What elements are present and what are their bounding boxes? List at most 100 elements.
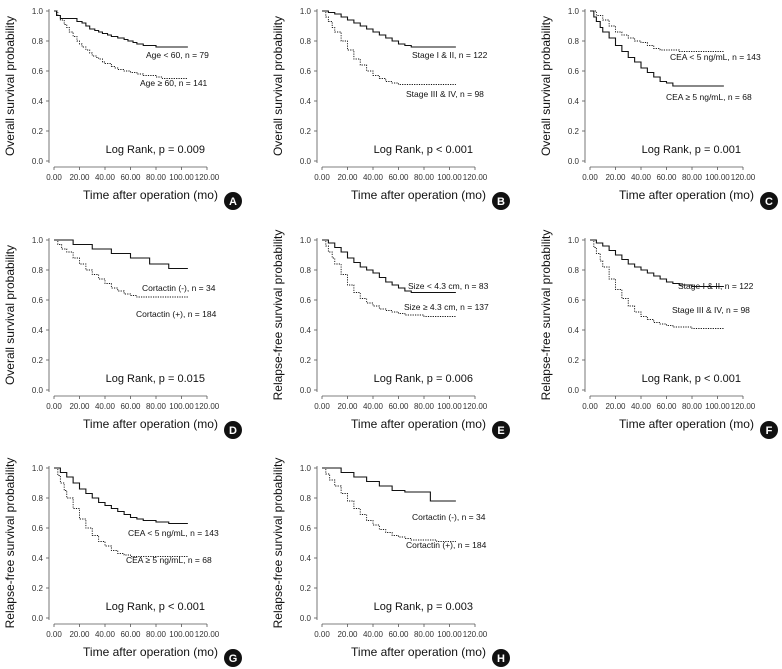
y-tick-label: 0.6 [32,67,44,76]
x-tick-label: 80.00 [146,173,167,182]
x-tick-label: 20.00 [337,173,358,182]
series-line-2 [54,467,188,557]
y-tick-label: 0.2 [568,356,580,365]
log-rank-annotation: Log Rank, p = 0.009 [106,144,205,156]
legend-label-2: Size ≥ 4.3 cm, n = 137 [404,302,489,312]
x-tick-label: 60.00 [388,630,409,639]
y-axis-title: Overall survival probability [539,16,553,156]
panel-badge-letter: F [766,425,773,437]
x-axis-title: Time after operation (mo) [351,645,486,659]
y-tick-label: 1.0 [300,7,312,16]
panel-D: 0.0 0.2 0.4 0.6 0.8 1.0 0.00 20.00 40.00 60.00 80.… [3,236,242,439]
x-axis-title: Time after operation (mo) [619,188,754,202]
x-tick-label: 120.00 [731,402,756,411]
panel-badge-letter: B [497,196,505,208]
panel-badge-letter: H [497,653,505,665]
y-tick-label: 0.4 [568,97,580,106]
legend-label-1: Stage I & II, n = 122 [678,281,754,291]
y-axis-title: Relapse-free survival probability [539,230,553,401]
x-tick-label: 20.00 [69,173,90,182]
log-rank-annotation: Log Rank, p = 0.015 [106,373,205,385]
y-tick-label: 0.6 [568,67,580,76]
log-rank-annotation: Log Rank, p < 0.001 [642,373,741,385]
x-tick-label: 100.00 [437,402,462,411]
x-axis-title: Time after operation (mo) [83,188,218,202]
y-axis-title: Overall survival probability [3,16,17,156]
x-tick-label: 80.00 [682,402,703,411]
x-tick-label: 80.00 [414,630,435,639]
y-tick-label: 0.2 [300,584,312,593]
y-tick-label: 0.2 [32,356,44,365]
y-tick-label: 1.0 [568,236,580,245]
y-tick-label: 0.4 [568,326,580,335]
legend-label-2: Age ≥ 60, n = 141 [140,78,208,88]
x-tick-label: 120.00 [463,630,488,639]
y-tick-label: 1.0 [568,7,580,16]
x-tick-label: 100.00 [437,630,462,639]
legend-label-2: Cortactin (+), n = 184 [406,540,487,550]
x-tick-label: 120.00 [463,402,488,411]
log-rank-annotation: Log Rank, p < 0.001 [374,144,473,156]
series-line-1 [54,239,188,270]
x-tick-label: 60.00 [388,402,409,411]
y-axis-title: Overall survival probability [271,16,285,156]
legend-label-1: Cortactin (-), n = 34 [142,283,216,293]
y-tick-label: 0.6 [568,296,580,305]
x-tick-label: 60.00 [120,402,141,411]
y-tick-label: 0.8 [568,266,580,275]
legend-label-1: Age < 60, n = 79 [146,50,209,60]
x-tick-label: 100.00 [437,173,462,182]
panel-badge [492,421,510,439]
x-tick-label: 60.00 [120,173,141,182]
panel-badge [224,649,242,667]
y-tick-label: 0.4 [300,97,312,106]
series-line-1 [590,10,724,52]
panel-badge [224,421,242,439]
log-rank-annotation: Log Rank, p = 0.001 [642,144,741,156]
panel-badge [492,192,510,210]
y-tick-label: 0.2 [568,127,580,136]
y-tick-label: 0.0 [300,386,312,395]
x-tick-label: 100.00 [705,173,730,182]
x-axis-title: Time after operation (mo) [351,188,486,202]
x-tick-label: 60.00 [656,402,677,411]
series-line-1 [322,239,456,294]
series-line-2 [322,467,456,542]
legend-label-1: CEA < 5 ng/mL, n = 143 [670,52,761,62]
x-tick-label: 80.00 [682,173,703,182]
y-tick-label: 0.6 [32,296,44,305]
log-rank-annotation: Log Rank, p = 0.006 [374,373,473,385]
x-tick-label: 100.00 [705,402,730,411]
y-tick-label: 1.0 [32,236,44,245]
y-tick-label: 0.2 [32,584,44,593]
x-tick-label: 120.00 [195,630,220,639]
legend-label-2: CEA ≥ 5 ng/mL, n = 68 [666,92,752,102]
series-line-2 [590,239,724,329]
x-tick-label: 40.00 [95,630,116,639]
y-axis-title: Relapse-free survival probability [271,230,285,401]
y-tick-label: 0.6 [300,296,312,305]
y-tick-label: 1.0 [32,464,44,473]
y-tick-label: 0.8 [300,266,312,275]
y-tick-label: 0.0 [32,386,44,395]
panel-badge-letter: G [229,653,238,665]
x-axis-title: Time after operation (mo) [83,417,218,431]
series-line-2 [322,10,456,85]
y-tick-label: 0.0 [32,157,44,166]
y-tick-label: 0.8 [568,37,580,46]
x-tick-label: 20.00 [605,402,626,411]
x-tick-label: 80.00 [414,173,435,182]
series-line-1 [54,467,188,525]
panel-G: 0.0 0.2 0.4 0.6 0.8 1.0 0.00 20.00 40.00 60.00 80.… [3,458,242,667]
y-tick-label: 0.2 [300,127,312,136]
x-tick-label: 60.00 [656,173,677,182]
legend-label-1: Cortactin (-), n = 34 [412,512,486,522]
panel-badge-letter: D [229,425,237,437]
x-tick-label: 60.00 [120,630,141,639]
y-tick-label: 0.6 [300,524,312,533]
x-tick-label: 120.00 [195,173,220,182]
x-tick-label: 120.00 [731,173,756,182]
panel-badge [492,649,510,667]
legend-label-2: Stage III & IV, n = 98 [406,89,484,99]
